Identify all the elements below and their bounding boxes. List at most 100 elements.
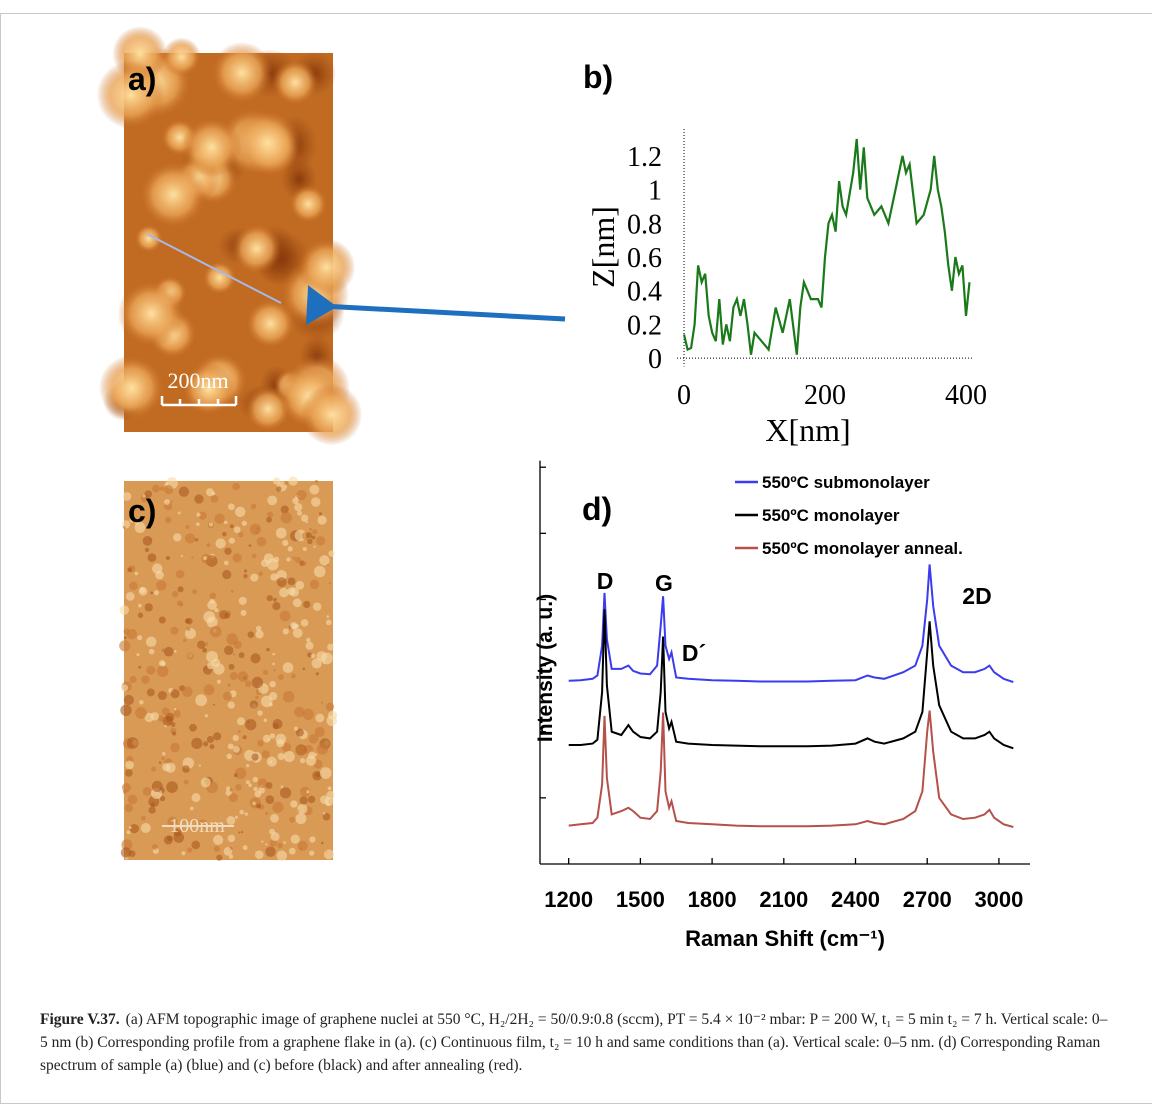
texture [232, 553, 242, 563]
texture [227, 683, 231, 687]
scale-bar [160, 396, 238, 407]
texture [278, 674, 284, 681]
texture [209, 625, 222, 638]
texture [162, 37, 202, 77]
texture [286, 557, 291, 562]
texture [166, 781, 178, 793]
texture [257, 710, 263, 716]
texture [312, 529, 318, 535]
texture [328, 710, 338, 720]
texture [187, 847, 193, 853]
texture [124, 803, 133, 813]
texture [232, 734, 239, 742]
texture [314, 753, 318, 757]
texture [248, 783, 252, 788]
texture [316, 743, 329, 755]
texture [290, 621, 298, 630]
texture [266, 595, 273, 602]
texture [161, 756, 165, 761]
texture [170, 689, 180, 699]
texture [238, 652, 245, 659]
texture [213, 845, 220, 853]
texture [234, 815, 239, 819]
texture [272, 477, 281, 485]
texture [296, 489, 307, 501]
texture [150, 712, 160, 721]
texture [238, 532, 244, 538]
texture [185, 525, 190, 530]
texture [266, 647, 270, 652]
texture [326, 791, 335, 800]
texture [235, 506, 246, 518]
legend-label: 550ºC monolayer [762, 506, 900, 525]
x-tick-label: 400 [945, 380, 987, 411]
texture [277, 842, 283, 849]
texture [299, 757, 306, 764]
texture [179, 602, 184, 607]
texture [134, 522, 146, 533]
texture [191, 737, 203, 750]
texture [159, 486, 165, 491]
texture [126, 830, 131, 835]
panel-label: d) [582, 491, 612, 527]
texture [206, 735, 214, 744]
texture [328, 550, 335, 557]
texture [180, 554, 184, 558]
texture [315, 713, 325, 723]
texture [273, 668, 276, 672]
texture [175, 569, 185, 579]
texture [228, 663, 235, 670]
texture [305, 755, 317, 766]
texture [128, 826, 132, 830]
texture [216, 854, 223, 861]
panel-label: b) [583, 59, 613, 95]
texture [292, 497, 299, 505]
texture [315, 772, 321, 778]
texture [292, 598, 302, 608]
texture [170, 742, 181, 753]
texture [256, 803, 262, 809]
texture [327, 643, 334, 651]
texture [251, 676, 264, 689]
texture [204, 714, 208, 718]
texture [290, 834, 300, 844]
texture [288, 847, 296, 855]
texture [283, 841, 286, 844]
texture [214, 513, 225, 524]
y-tick-label: 1.2 [627, 142, 662, 173]
texture [159, 795, 166, 802]
texture [144, 547, 150, 553]
texture [244, 680, 252, 688]
texture [254, 850, 264, 859]
texture [207, 662, 215, 670]
texture [295, 745, 306, 756]
texture [317, 515, 327, 525]
texture [189, 723, 197, 732]
texture [275, 527, 287, 539]
texture [139, 161, 207, 229]
texture [150, 766, 157, 772]
texture [209, 592, 217, 600]
texture [241, 520, 247, 526]
y-tick-label: 0.8 [627, 209, 662, 240]
texture [171, 590, 179, 598]
texture [177, 511, 181, 515]
texture [173, 533, 182, 542]
texture [163, 646, 174, 657]
texture [173, 709, 181, 718]
texture [129, 517, 135, 523]
texture [151, 780, 163, 793]
texture [121, 684, 129, 692]
texture [223, 847, 233, 856]
texture [227, 834, 236, 843]
texture [125, 760, 134, 770]
texture [170, 500, 173, 504]
texture [270, 813, 279, 823]
texture [300, 383, 363, 446]
texture [98, 354, 165, 421]
texture [268, 702, 273, 707]
texture [250, 653, 261, 664]
texture [311, 535, 316, 540]
texture [222, 691, 233, 701]
texture [290, 800, 298, 808]
